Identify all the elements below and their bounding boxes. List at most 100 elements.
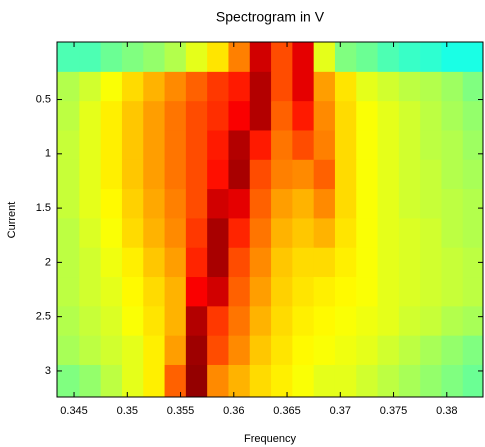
heatmap-cell [121, 335, 144, 366]
heatmap-cell [164, 335, 187, 366]
heatmap-cell [334, 218, 357, 249]
heatmap-cell [377, 218, 400, 249]
heatmap-cell [313, 71, 336, 102]
heatmap-cell [462, 42, 484, 73]
heatmap-cell [271, 42, 293, 73]
heatmap-cell [334, 335, 357, 366]
heatmap-cell [249, 218, 272, 249]
heatmap-cell [356, 335, 379, 366]
heatmap-cell [462, 189, 484, 219]
heatmap-cell [420, 277, 442, 307]
heatmap-cell [356, 42, 379, 73]
heatmap-cell [79, 159, 102, 190]
heatmap-cell [313, 306, 336, 337]
heatmap-cell [207, 277, 229, 307]
heatmap-cell [334, 306, 357, 337]
heatmap-cell [185, 335, 208, 366]
heatmap-cell [143, 306, 166, 337]
heatmap-cell [292, 71, 315, 102]
heatmap-cell [420, 42, 442, 73]
heatmap-cell [334, 364, 357, 398]
heatmap-cell [292, 247, 315, 278]
heatmap-cell [462, 101, 484, 131]
heatmap-cell [377, 306, 400, 337]
heatmap-cell [100, 218, 123, 249]
heatmap-cell [441, 189, 464, 219]
heatmap-cell [164, 101, 187, 131]
heatmap-cell [228, 247, 251, 278]
heatmap-cell [398, 42, 421, 73]
heatmap-cell [121, 364, 144, 398]
x-tick-label: 0.35 [117, 405, 138, 417]
x-tick-label: 0.355 [167, 405, 195, 417]
heatmap-cell [398, 218, 421, 249]
heatmap-cell [185, 101, 208, 131]
heatmap-cell [462, 335, 484, 366]
heatmap-cell [185, 218, 208, 249]
heatmap-cell [249, 71, 272, 102]
heatmap-cell [398, 189, 421, 219]
heatmap-cell [164, 306, 187, 337]
heatmap-cell [377, 42, 400, 73]
heatmap-cell [377, 71, 400, 102]
heatmap-cell [249, 335, 272, 366]
heatmap-cell [462, 306, 484, 337]
heatmap-cell [271, 306, 293, 337]
heatmap-cell [271, 130, 293, 161]
heatmap-cell [313, 101, 336, 131]
heatmap-cell [398, 277, 421, 307]
heatmap-cell [207, 101, 229, 131]
y-tick-label: 3 [45, 365, 51, 377]
heatmap-cell [143, 277, 166, 307]
heatmap-cell [441, 101, 464, 131]
heatmap-cell [356, 101, 379, 131]
heatmap-cell [57, 130, 80, 161]
y-tick-label: 0.5 [36, 93, 51, 105]
heatmap-cell [249, 306, 272, 337]
heatmap-cell [100, 247, 123, 278]
heatmap-cell [334, 42, 357, 73]
heatmap-cell [100, 277, 123, 307]
heatmap-cell [292, 277, 315, 307]
heatmap-cell [313, 364, 336, 398]
heatmap-cell [356, 277, 379, 307]
heatmap-cell [121, 159, 144, 190]
heatmap-cell [249, 247, 272, 278]
y-tick-label: 1.5 [36, 202, 51, 214]
heatmap-cell [57, 306, 80, 337]
heatmap-cell [143, 247, 166, 278]
heatmap-cell [207, 364, 229, 398]
heatmap-cell [249, 189, 272, 219]
heatmap-cell [228, 364, 251, 398]
heatmap-cell [207, 189, 229, 219]
heatmap-cell [377, 189, 400, 219]
heatmap-cell [185, 277, 208, 307]
heatmap-cell [420, 101, 442, 131]
heatmap-cell [164, 218, 187, 249]
heatmap-cell [79, 218, 102, 249]
heatmap-cell [100, 364, 123, 398]
heatmap-cell [185, 71, 208, 102]
heatmap-cell [249, 277, 272, 307]
heatmap-cell [292, 189, 315, 219]
heatmap-cell [441, 247, 464, 278]
heatmap-cell [185, 306, 208, 337]
heatmap-cell [313, 189, 336, 219]
heatmap-cell [228, 189, 251, 219]
heatmap-cell [377, 335, 400, 366]
heatmap-cell [398, 159, 421, 190]
heatmap-cell [249, 364, 272, 398]
heatmap-cell [164, 42, 187, 73]
heatmap-cell [100, 71, 123, 102]
heatmap-cell [185, 189, 208, 219]
heatmap-cell [356, 364, 379, 398]
heatmap-cell [313, 42, 336, 73]
heatmap-cell [334, 71, 357, 102]
heatmap-cell [79, 101, 102, 131]
heatmap-cell [420, 364, 442, 398]
heatmap-cell [121, 306, 144, 337]
heatmap-cell [207, 218, 229, 249]
heatmap-cell [164, 130, 187, 161]
heatmap-cell [121, 42, 144, 73]
